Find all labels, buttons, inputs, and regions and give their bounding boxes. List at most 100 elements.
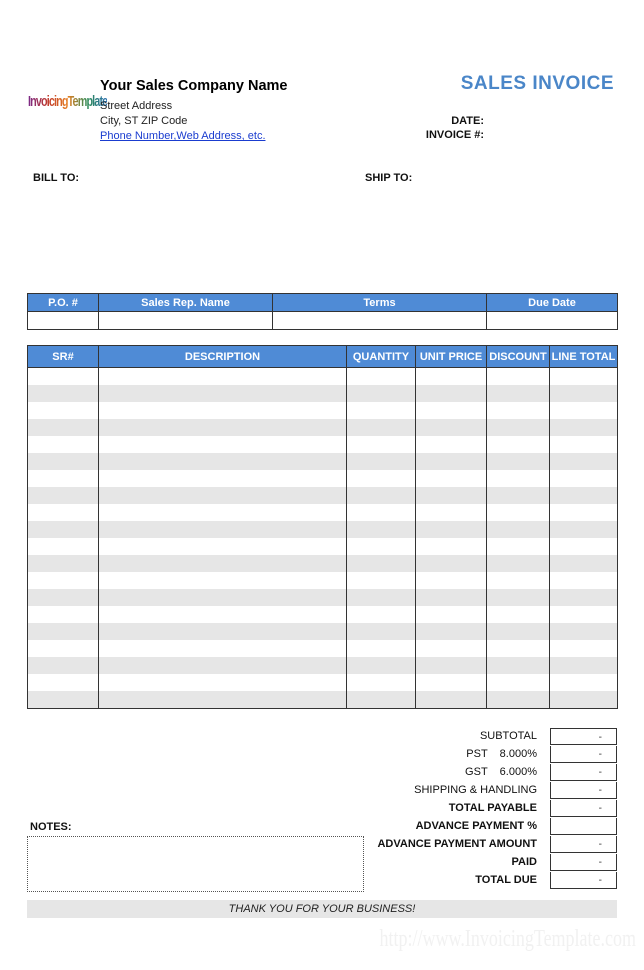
line-item-cell[interactable] [98,589,347,606]
line-item-cell[interactable] [98,385,347,402]
total-value[interactable]: - [550,782,617,799]
line-item-cell[interactable] [549,367,618,385]
line-item-cell[interactable] [346,504,416,521]
line-item-cell[interactable] [27,606,99,623]
line-item-cell[interactable] [27,470,99,487]
line-item-cell[interactable] [98,521,347,538]
line-item-cell[interactable] [486,402,550,419]
line-item-cell[interactable] [486,589,550,606]
line-item-cell[interactable] [415,453,487,470]
line-item-cell[interactable] [27,504,99,521]
line-item-cell[interactable] [98,606,347,623]
line-item-cell[interactable] [346,538,416,555]
line-item-cell[interactable] [415,402,487,419]
total-value[interactable]: - [550,872,617,889]
line-item-cell[interactable] [346,640,416,657]
total-value[interactable]: - [550,800,617,817]
line-item-cell[interactable] [415,657,487,674]
line-item-cell[interactable] [346,657,416,674]
line-item-cell[interactable] [549,470,618,487]
line-item-cell[interactable] [415,555,487,572]
line-item-cell[interactable] [415,623,487,640]
notes-field[interactable] [27,836,364,892]
due-date-cell[interactable] [486,311,618,330]
line-item-cell[interactable] [486,504,550,521]
line-item-cell[interactable] [98,674,347,691]
line-item-cell[interactable] [346,555,416,572]
line-item-cell[interactable] [98,640,347,657]
line-item-cell[interactable] [549,419,618,436]
line-item-cell[interactable] [486,470,550,487]
total-value[interactable]: - [550,836,617,853]
total-value[interactable]: - [550,746,617,763]
line-item-cell[interactable] [98,367,347,385]
line-item-cell[interactable] [27,521,99,538]
line-item-cell[interactable] [486,606,550,623]
line-item-cell[interactable] [27,691,99,709]
total-value[interactable] [550,818,617,835]
line-item-cell[interactable] [346,606,416,623]
line-item-cell[interactable] [549,674,618,691]
line-item-cell[interactable] [98,555,347,572]
line-item-cell[interactable] [98,623,347,640]
line-item-cell[interactable] [346,402,416,419]
line-item-cell[interactable] [346,436,416,453]
line-item-cell[interactable] [549,606,618,623]
line-item-cell[interactable] [415,674,487,691]
line-item-cell[interactable] [98,419,347,436]
line-item-cell[interactable] [549,436,618,453]
line-item-cell[interactable] [415,436,487,453]
line-item-cell[interactable] [415,385,487,402]
line-item-cell[interactable] [549,453,618,470]
line-item-cell[interactable] [98,504,347,521]
line-item-cell[interactable] [549,521,618,538]
line-item-cell[interactable] [486,538,550,555]
line-item-cell[interactable] [27,436,99,453]
sales-rep-cell[interactable] [98,311,273,330]
line-item-cell[interactable] [415,606,487,623]
line-item-cell[interactable] [415,691,487,709]
line-item-cell[interactable] [98,402,347,419]
line-item-cell[interactable] [346,419,416,436]
line-item-cell[interactable] [27,538,99,555]
line-item-cell[interactable] [346,470,416,487]
line-item-cell[interactable] [27,453,99,470]
line-item-cell[interactable] [346,623,416,640]
line-item-cell[interactable] [346,385,416,402]
line-item-cell[interactable] [549,555,618,572]
line-item-cell[interactable] [415,487,487,504]
line-item-cell[interactable] [98,538,347,555]
line-item-cell[interactable] [415,640,487,657]
line-item-cell[interactable] [415,538,487,555]
line-item-cell[interactable] [415,572,487,589]
line-item-cell[interactable] [27,555,99,572]
line-item-cell[interactable] [27,402,99,419]
line-item-cell[interactable] [346,487,416,504]
line-item-cell[interactable] [486,385,550,402]
line-item-cell[interactable] [415,504,487,521]
line-item-cell[interactable] [486,436,550,453]
line-item-cell[interactable] [415,521,487,538]
line-item-cell[interactable] [27,640,99,657]
line-item-cell[interactable] [346,691,416,709]
line-item-cell[interactable] [346,572,416,589]
line-item-cell[interactable] [27,367,99,385]
line-item-cell[interactable] [549,572,618,589]
line-item-cell[interactable] [486,555,550,572]
line-item-cell[interactable] [98,691,347,709]
line-item-cell[interactable] [486,674,550,691]
line-item-cell[interactable] [486,453,550,470]
line-item-cell[interactable] [98,487,347,504]
line-item-cell[interactable] [549,402,618,419]
line-item-cell[interactable] [27,657,99,674]
line-item-cell[interactable] [486,367,550,385]
line-item-cell[interactable] [346,589,416,606]
line-item-cell[interactable] [549,385,618,402]
line-item-cell[interactable] [27,589,99,606]
line-item-cell[interactable] [346,453,416,470]
line-item-cell[interactable] [346,674,416,691]
line-item-cell[interactable] [486,572,550,589]
line-item-cell[interactable] [98,470,347,487]
line-item-cell[interactable] [486,640,550,657]
line-item-cell[interactable] [549,657,618,674]
